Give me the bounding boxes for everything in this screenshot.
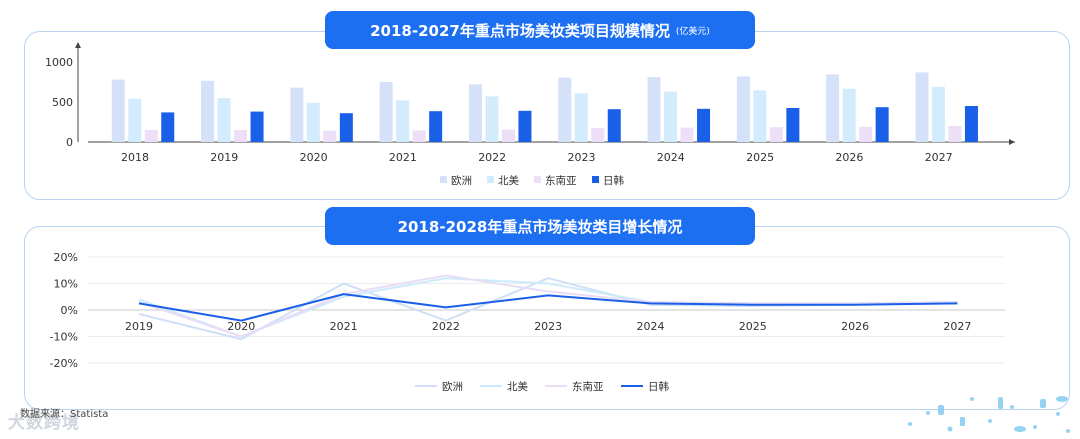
y-tick-label: -20% [50,357,78,370]
y-tick-label: 10% [54,278,78,291]
legend-label: 北美 [498,174,519,187]
x-tick-label: 2021 [330,320,358,333]
bar [412,130,426,142]
x-tick-label: 2024 [657,151,685,164]
series-line [138,293,958,322]
bar [697,108,711,142]
bar [323,130,337,142]
x-tick-label: 2023 [568,151,596,164]
x-tick-label: 2026 [841,320,869,333]
bar [574,93,588,142]
bar [201,80,215,142]
y-tick-label: 500 [52,96,73,109]
bar [964,106,978,142]
legend-swatch [487,176,494,183]
bar [144,130,158,142]
bar [217,98,231,142]
x-tick-label: 2026 [835,151,863,164]
bar [558,77,572,142]
y-tick-label: -10% [50,331,78,344]
bar [429,111,443,142]
x-tick-label: 2019 [125,320,153,333]
bar [161,112,175,142]
line-chart-title-pill: 2018-2028年重点市场美妆类目增长情况 [325,207,755,245]
x-tick-label: 2020 [300,151,328,164]
bar [379,82,393,142]
y-axis-arrow [75,42,81,48]
bar [468,84,482,142]
bar [111,79,125,142]
bar [842,88,856,142]
bar-chart-title-pill: 2018-2027年重点市场美妆类项目规模情况 (亿美元) [325,11,755,49]
bar [875,107,889,142]
x-tick-label: 2022 [432,320,460,333]
bar [250,111,264,142]
x-tick-label: 2020 [227,320,255,333]
legend-swatch [592,176,599,183]
bar [647,77,661,142]
bar [234,130,248,142]
x-tick-label: 2022 [478,151,506,164]
bar [501,129,515,142]
y-tick-label: 20% [54,251,78,264]
x-tick-label: 2027 [925,151,953,164]
y-tick-label: 0% [61,304,78,317]
series-line [138,274,958,338]
legend-label: 欧洲 [451,175,472,187]
legend-swatch [440,176,447,183]
bar [485,96,499,142]
bar-chart-unit: (亿美元) [675,26,710,37]
bar [931,86,945,142]
bar [290,87,304,142]
decorative-cosmetics-illustration [908,396,1070,433]
bar [664,91,678,142]
x-tick-label: 2027 [943,320,971,333]
brand-watermark: 大数跨境 [8,413,80,433]
bar-chart: 0 500 1000 2018 2019 2020 2021 2022 2023 2024 2025… [45,42,1015,187]
bar [736,76,750,142]
bar [306,102,320,142]
legend-label: 日韩 [648,380,669,393]
bar [753,90,767,142]
bar [769,127,783,142]
legend-label: 欧洲 [442,381,463,393]
bar [915,72,929,142]
y-tick-label: 1000 [45,56,73,69]
bar [826,74,840,142]
x-tick-label: 2025 [746,151,774,164]
x-tick-label: 2018 [121,151,149,164]
bar-chart-panel [24,31,1070,200]
x-tick-label: 2025 [739,320,767,333]
x-tick-label: 2023 [534,320,562,333]
legend-label: 东南亚 [572,380,604,393]
bar [680,127,694,142]
bar [518,110,532,142]
legend-label: 日韩 [603,174,624,187]
bar [786,108,800,142]
legend-swatch [534,176,541,183]
source-note: 数据来源：Statista [20,409,109,420]
bar [607,109,621,142]
bar [339,113,353,142]
x-axis-arrow [1009,139,1015,145]
line-chart-title: 2018-2028年重点市场美妆类目增长情况 [397,217,683,236]
bar [859,126,873,142]
x-tick-label: 2024 [637,320,665,333]
legend-label: 东南亚 [545,174,577,187]
bar [948,126,962,142]
bar [128,98,142,142]
y-tick-label: 0 [66,136,73,149]
bar-chart-title: 2018-2027年重点市场美妆类项目规模情况 [370,21,670,40]
legend-label: 北美 [507,380,528,393]
x-tick-label: 2021 [389,151,417,164]
bar [396,100,410,142]
x-tick-label: 2019 [210,151,238,164]
bar [591,128,605,142]
